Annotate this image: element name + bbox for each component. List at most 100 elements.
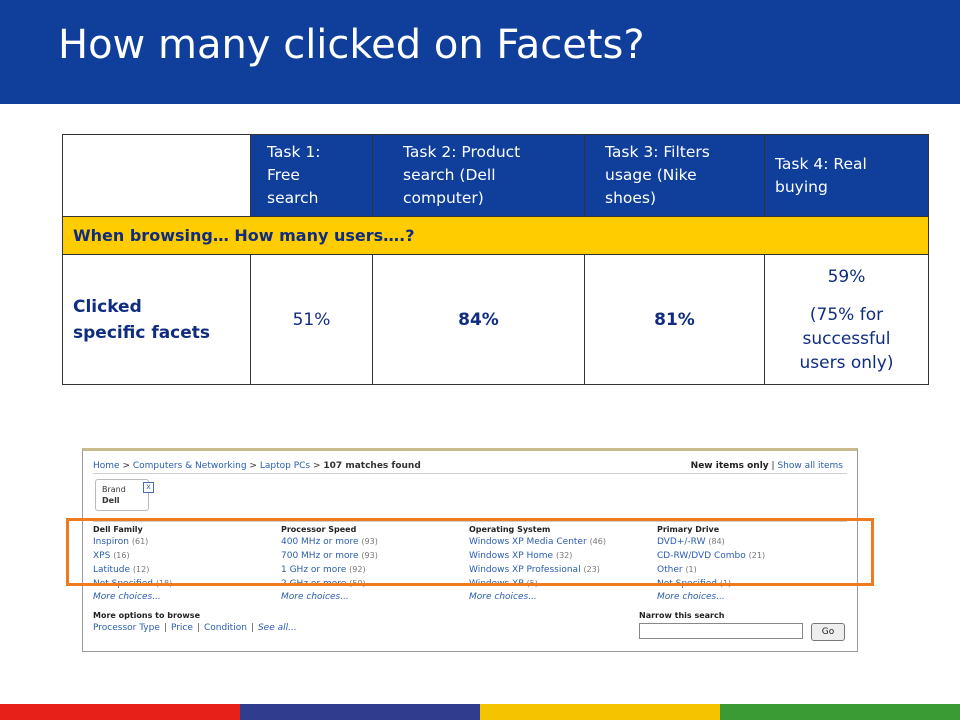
go-button[interactable]: Go <box>811 623 845 641</box>
value-task-1: 51% <box>250 254 373 385</box>
footer-segment-red <box>0 704 240 720</box>
facet-item[interactable]: 400 MHz or more (93) <box>281 535 378 549</box>
facet-heading: Operating System <box>469 525 551 534</box>
browse-link-see-all[interactable]: See all... <box>257 623 297 633</box>
more-choices-link[interactable]: More choices... <box>657 592 725 602</box>
facet-item-label[interactable]: DVD+/-RW <box>657 537 706 547</box>
facet-item-label[interactable]: Windows XP Professional <box>469 565 581 575</box>
facet-item-count: (46) <box>589 537 606 546</box>
header-task-4-line: buying <box>775 177 828 196</box>
header-task-2-line: Task 2: Product <box>403 143 521 161</box>
facet-item-count: (23) <box>583 565 600 574</box>
facet-item[interactable]: 700 MHz or more (93) <box>281 549 378 563</box>
breadcrumb-separator: > <box>122 461 130 471</box>
facet-item-label[interactable]: 700 MHz or more <box>281 551 359 561</box>
facet-item-count: (16) <box>113 551 130 560</box>
narrow-search-input[interactable] <box>639 623 803 639</box>
header-task-2-line: computer) <box>403 189 484 207</box>
value-task-2: 84% <box>372 254 585 385</box>
row-label-line: specific facets <box>73 322 211 343</box>
facet-item[interactable]: Other (1) <box>657 563 765 577</box>
browse-link-price[interactable]: Price <box>170 623 193 633</box>
breadcrumb-home[interactable]: Home <box>93 461 120 471</box>
header-task-4: Task 4: Real buying <box>764 134 929 217</box>
divider-line <box>93 521 847 522</box>
browse-links: Processor Type | Price | Condition | See all..… <box>93 623 297 633</box>
facet-item[interactable]: Windows XP Professional (23) <box>469 563 606 577</box>
facet-item-label[interactable]: CD-RW/DVD Combo <box>657 551 746 561</box>
narrow-search-label: Narrow this search <box>639 611 725 620</box>
new-items-link[interactable]: New items only <box>690 461 769 471</box>
show-all-link[interactable]: Show all items <box>777 461 843 471</box>
value-task-4-note: (75% for <box>809 304 884 325</box>
header-task-4-line: Task 4: Real <box>775 154 867 173</box>
facet-item[interactable]: Windows XP Home (32) <box>469 549 606 563</box>
facet-item-label[interactable]: 1 GHz or more <box>281 565 347 575</box>
facet-item-label[interactable]: 400 MHz or more <box>281 537 359 547</box>
facet-item-count: (93) <box>361 537 378 546</box>
browse-link-condition[interactable]: Condition <box>203 623 247 633</box>
header-task-3: Task 3: Filters usage (Nike shoes) <box>584 134 765 217</box>
facet-item-count: (84) <box>708 537 725 546</box>
divider-line <box>93 473 847 474</box>
facet-item-count: (21) <box>748 551 766 560</box>
brand-filter-box: Brand Dell x <box>95 479 154 511</box>
facet-item-count: (93) <box>361 551 378 560</box>
value-task-3: 81% <box>584 254 765 385</box>
value-task-4: 59% (75% for successful users only) <box>764 254 929 385</box>
facet-item[interactable]: 1 GHz or more (92) <box>281 563 378 577</box>
header-task-2: Task 2: Product search (Dell computer) <box>372 134 585 217</box>
facet-item[interactable]: DVD+/-RW (84) <box>657 535 765 549</box>
header-task-1-line: Free <box>267 166 300 184</box>
footer-segment-blue <box>240 704 480 720</box>
facet-item-label[interactable]: Latitude <box>93 565 131 575</box>
divider: | <box>196 623 200 633</box>
row-label: Clicked specific facets <box>62 254 251 385</box>
band-text: When browsing… How many users….? <box>62 216 929 255</box>
breadcrumb-computers[interactable]: Computers & Networking <box>132 461 247 471</box>
footer-segment-yellow <box>480 704 720 720</box>
facet-item-label[interactable]: Other <box>657 565 683 575</box>
brand-filter-label: Brand <box>102 485 126 494</box>
header-task-3-line: usage (Nike <box>605 166 697 184</box>
facet-item-label[interactable]: Windows XP Home <box>469 551 554 561</box>
footer-segment-green <box>720 704 960 720</box>
breadcrumb-laptops[interactable]: Laptop PCs <box>259 461 311 471</box>
breadcrumb-separator: > <box>249 461 257 471</box>
results-table: Task 1: Free search Task 2: Product sear… <box>62 134 929 385</box>
facet-item-label[interactable]: Windows XP Media Center <box>469 537 587 547</box>
brand-filter-value: Dell <box>102 496 120 505</box>
facets-highlight-box <box>66 518 874 586</box>
close-icon[interactable]: x <box>143 482 154 493</box>
values-row: Clicked specific facets 51% 84% 81% 59% … <box>62 254 929 385</box>
divider: | <box>163 623 167 633</box>
header-task-1-line: search <box>267 189 319 207</box>
value-task-4-note: users only) <box>799 352 894 373</box>
more-choices-link[interactable]: More choices... <box>281 592 349 602</box>
facet-item[interactable]: Inspiron (61) <box>93 535 172 549</box>
facet-item[interactable]: Latitude (12) <box>93 563 172 577</box>
facet-item[interactable]: CD-RW/DVD Combo (21) <box>657 549 765 563</box>
facet-item-label[interactable]: Inspiron <box>93 537 129 547</box>
divider: | <box>250 623 254 633</box>
facet-item[interactable]: XPS (16) <box>93 549 172 563</box>
value-task-4-main: 59% <box>827 266 866 287</box>
more-choices-link[interactable]: More choices... <box>93 592 161 602</box>
facet-heading: Processor Speed <box>281 525 357 534</box>
divider: | <box>771 461 775 471</box>
facet-item-count: (61) <box>131 537 149 546</box>
header-task-1-line: Task 1: <box>267 143 321 161</box>
facet-item-count: (1) <box>685 565 697 574</box>
table-header-row: Task 1: Free search Task 2: Product sear… <box>62 134 929 217</box>
facet-item-count: (32) <box>555 551 573 560</box>
header-task-2-line: search (Dell <box>403 166 496 184</box>
browse-link-processor-type[interactable]: Processor Type <box>93 623 160 633</box>
facet-heading: Primary Drive <box>657 525 720 534</box>
item-filter-links: New items only | Show all items <box>691 461 843 471</box>
more-choices-link[interactable]: More choices... <box>469 592 537 602</box>
facet-item-label[interactable]: XPS <box>93 551 111 561</box>
match-count: 107 matches found <box>323 461 421 471</box>
facet-item[interactable]: Windows XP Media Center (46) <box>469 535 606 549</box>
row-label-line: Clicked <box>73 296 142 317</box>
header-task-3-line: shoes) <box>605 189 657 207</box>
